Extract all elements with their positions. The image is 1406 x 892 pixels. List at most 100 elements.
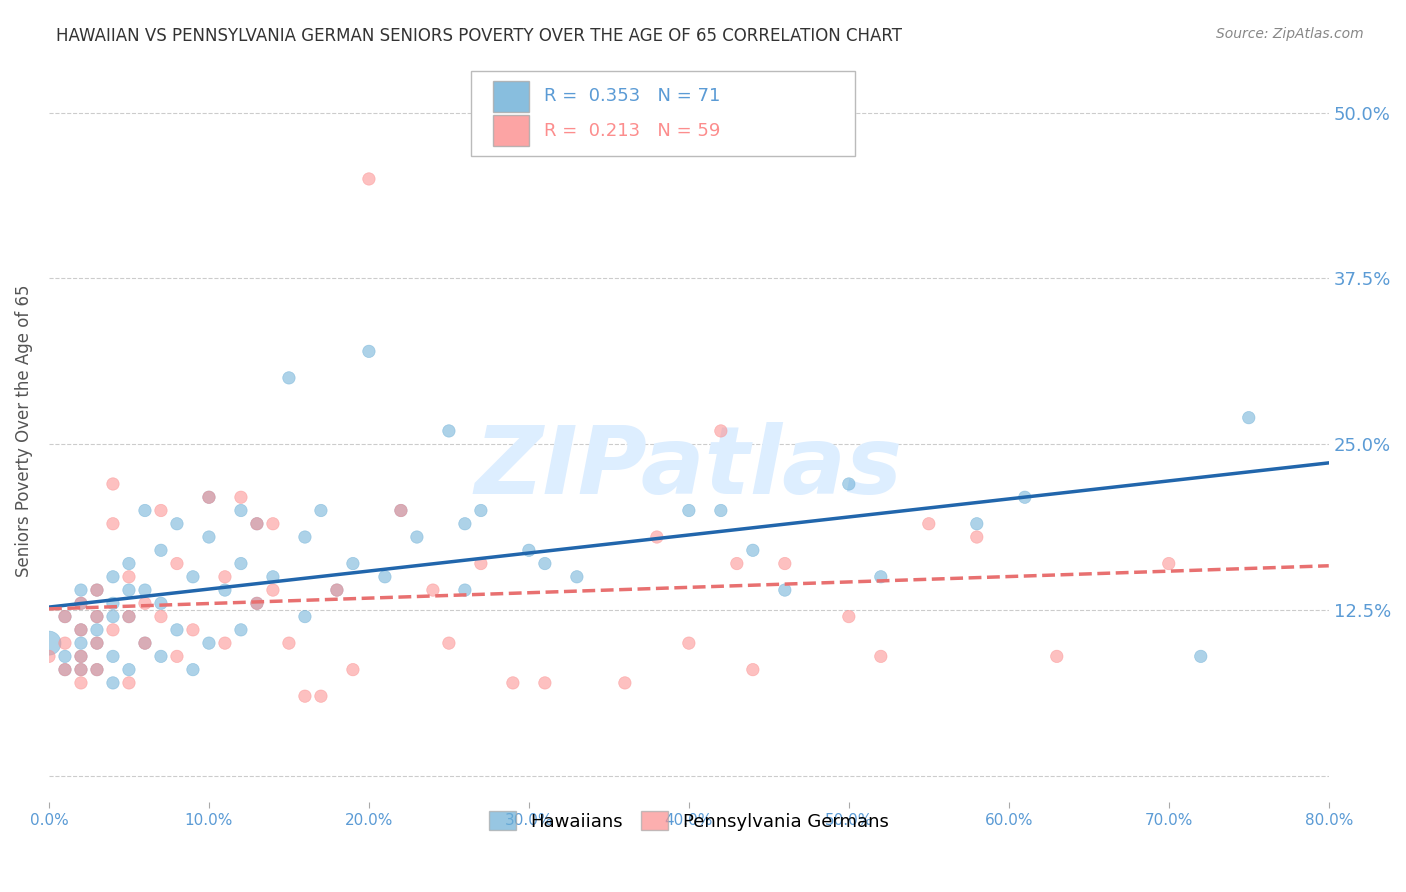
Point [294,609,316,624]
Point [406,530,429,544]
Point [741,543,763,558]
Legend: Hawaiians, Pennsylvania Germans: Hawaiians, Pennsylvania Germans [475,797,903,846]
Point [262,570,284,584]
Point [166,649,188,664]
Point [166,623,188,637]
Point [389,503,412,517]
Point [502,676,524,690]
Point [53,663,76,677]
Point [118,609,141,624]
Point [118,663,141,677]
Point [134,503,156,517]
Point [262,583,284,598]
Point [741,663,763,677]
Point [198,636,221,650]
Point [342,557,364,571]
Point [38,649,60,664]
Point [166,516,188,531]
Point [101,596,124,610]
Point [229,623,252,637]
Text: ZIPatlas: ZIPatlas [475,422,903,514]
Point [229,557,252,571]
Point [134,583,156,598]
Point [53,649,76,664]
Point [678,503,700,517]
Point [262,516,284,531]
Point [118,570,141,584]
Point [678,636,700,650]
Point [86,663,108,677]
Point [86,609,108,624]
Point [838,609,860,624]
Point [86,623,108,637]
Point [214,583,236,598]
Point [1014,490,1036,504]
Point [838,477,860,491]
Point [101,676,124,690]
Point [1157,557,1180,571]
Point [101,649,124,664]
Point [53,636,76,650]
Point [565,570,588,584]
Point [181,623,204,637]
Point [149,543,172,558]
Point [710,503,733,517]
Point [357,172,380,186]
Point [70,676,93,690]
Point [70,636,93,650]
Point [966,530,988,544]
Text: R =  0.353   N = 71: R = 0.353 N = 71 [544,87,721,105]
Point [773,557,796,571]
Point [134,636,156,650]
Point [437,424,460,438]
Point [38,636,60,650]
Point [149,503,172,517]
Point [118,583,141,598]
Point [869,570,891,584]
Point [101,609,124,624]
Point [198,490,221,504]
Point [1189,649,1212,664]
Point [134,596,156,610]
Point [278,371,301,385]
Point [534,557,557,571]
Y-axis label: Seniors Poverty Over the Age of 65: Seniors Poverty Over the Age of 65 [15,285,32,577]
Point [613,676,636,690]
Point [70,596,93,610]
Point [181,663,204,677]
Point [86,636,108,650]
Point [53,609,76,624]
Point [149,649,172,664]
Point [1046,649,1069,664]
Point [181,570,204,584]
Point [1237,410,1260,425]
Point [70,583,93,598]
Point [70,649,93,664]
Point [118,676,141,690]
Point [70,623,93,637]
Point [309,689,332,703]
Point [149,596,172,610]
Point [86,636,108,650]
Point [70,649,93,664]
Text: R =  0.213   N = 59: R = 0.213 N = 59 [544,121,721,140]
Point [725,557,748,571]
Point [198,530,221,544]
Point [70,623,93,637]
Point [470,557,492,571]
Point [229,503,252,517]
Point [966,516,988,531]
Point [86,663,108,677]
Point [374,570,396,584]
Point [86,583,108,598]
Point [326,583,349,598]
Point [118,609,141,624]
Point [470,503,492,517]
Text: HAWAIIAN VS PENNSYLVANIA GERMAN SENIORS POVERTY OVER THE AGE OF 65 CORRELATION C: HAWAIIAN VS PENNSYLVANIA GERMAN SENIORS … [56,27,903,45]
Point [53,663,76,677]
FancyBboxPatch shape [494,115,529,146]
Point [70,596,93,610]
Point [294,530,316,544]
Point [342,663,364,677]
Point [101,623,124,637]
